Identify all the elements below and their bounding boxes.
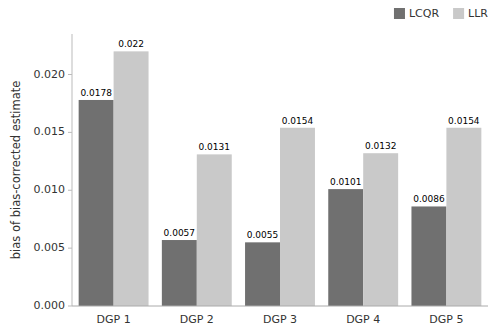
y-axis-label: bias of bias-corrected estimate xyxy=(9,81,23,260)
y-tick-label: 0.005 xyxy=(34,241,66,254)
bar xyxy=(114,51,149,306)
legend: LCQR LLR xyxy=(394,7,488,20)
y-tick xyxy=(68,190,72,191)
data-label: 0.0154 xyxy=(282,116,314,126)
data-label: 0.0055 xyxy=(247,230,279,240)
y-tick-label: 0.000 xyxy=(34,299,66,312)
data-labels: 0.0178 0.0057 0.0055 0.0101 0.0086 0.022 0.013… xyxy=(80,39,480,240)
data-label: 0.0131 xyxy=(199,142,231,152)
y-tick-label: 0.020 xyxy=(34,68,66,81)
legend-label: LLR xyxy=(468,7,488,20)
data-label: 0.0057 xyxy=(164,228,196,238)
x-tick-label: DGP 2 xyxy=(180,313,214,326)
data-label: 0.0086 xyxy=(413,194,445,204)
legend-swatch xyxy=(394,8,405,19)
y-tick xyxy=(68,306,72,307)
y-tick-label: 0.015 xyxy=(34,125,66,138)
legend-swatch xyxy=(453,8,464,19)
bar xyxy=(328,189,363,306)
bar xyxy=(162,240,197,306)
y-tick xyxy=(68,74,72,75)
bar xyxy=(245,242,280,306)
bar xyxy=(363,153,398,306)
x-tick-label: DGP 3 xyxy=(263,313,297,326)
data-label: 0.022 xyxy=(118,39,144,49)
bar xyxy=(79,100,114,306)
x-tick-label: DGP 5 xyxy=(429,313,463,326)
x-axis-line xyxy=(72,306,488,307)
bar xyxy=(446,128,481,306)
bar xyxy=(280,128,315,306)
bar xyxy=(411,206,446,306)
data-label: 0.0101 xyxy=(330,177,362,187)
y-tick xyxy=(68,248,72,249)
y-tick xyxy=(68,132,72,133)
data-label: 0.0154 xyxy=(448,116,480,126)
data-label: 0.0132 xyxy=(365,141,397,151)
x-tick-label: DGP 4 xyxy=(346,313,380,326)
legend-item: LCQR xyxy=(394,7,439,20)
bar xyxy=(197,154,232,306)
bars xyxy=(79,51,482,306)
data-label: 0.0178 xyxy=(80,88,112,98)
y-tick-label: 0.010 xyxy=(34,183,66,196)
legend-label: LCQR xyxy=(409,7,439,20)
chart: 0.000 0.005 0.010 0.015 0.020 bias of bias-co… xyxy=(0,0,500,336)
legend-item: LLR xyxy=(453,7,488,20)
x-tick-label: DGP 1 xyxy=(97,313,131,326)
